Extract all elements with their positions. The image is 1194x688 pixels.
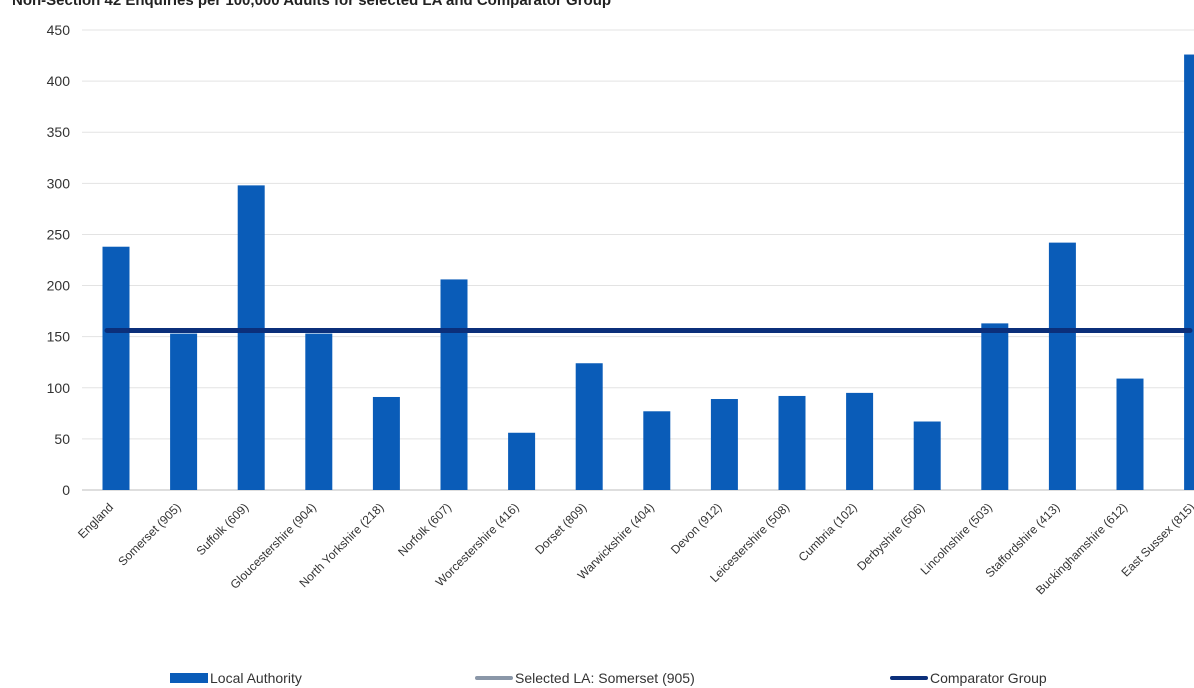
legend-item-local-authority: Local Authority xyxy=(170,668,302,688)
y-tick-label-450: 450 xyxy=(47,22,71,38)
legend-swatch-local-authority xyxy=(170,673,208,683)
bar-13 xyxy=(981,323,1009,490)
legend-label-local-authority: Local Authority xyxy=(210,670,302,686)
bar-chart: 0 50 100 150 200 250 300 350 400 450 England Somer… xyxy=(47,22,1194,597)
gridlines xyxy=(82,29,1194,491)
y-tick-label-300: 300 xyxy=(47,175,71,191)
bar-4 xyxy=(372,396,400,490)
x-tick-label-14: Staffordshire (413) xyxy=(982,500,1062,580)
bar-11 xyxy=(846,392,874,490)
legend-label-selected-la: Selected LA: Somerset (905) xyxy=(515,670,695,686)
y-tick-label-100: 100 xyxy=(47,380,71,396)
x-tick-label-9: Devon (912) xyxy=(668,500,725,557)
x-tick-label-8: Warwickshire (404) xyxy=(575,500,657,582)
legend-item-comparator-group: Comparator Group xyxy=(890,668,1047,688)
legend-label-comparator-group: Comparator Group xyxy=(930,670,1047,686)
y-tick-label-250: 250 xyxy=(47,226,71,242)
legend-swatch-selected-la xyxy=(475,676,513,680)
y-tick-label-350: 350 xyxy=(47,124,71,140)
x-tick-label-11: Cumbria (102) xyxy=(796,500,860,564)
legend-item-selected-la: Selected LA: Somerset (905) xyxy=(475,668,695,688)
y-tick-label-200: 200 xyxy=(47,278,71,294)
bar-3 xyxy=(305,333,333,490)
x-tick-label-16: East Sussex (815) xyxy=(1118,500,1194,579)
x-tick-label-2: Suffolk (609) xyxy=(193,500,251,558)
y-tick-label-150: 150 xyxy=(47,329,71,345)
bar-1 xyxy=(170,333,198,490)
bar-7 xyxy=(575,363,603,490)
bar-2 xyxy=(237,185,265,490)
legend: Local Authority Selected LA: Somerset (9… xyxy=(0,668,1194,688)
legend-swatch-comparator-group xyxy=(890,676,928,680)
bar-0 xyxy=(102,246,130,490)
x-tick-label-5: Norfolk (607) xyxy=(395,500,454,559)
bar-8 xyxy=(643,411,671,490)
y-axis-ticks: 0 50 100 150 200 250 300 350 400 450 xyxy=(47,22,71,498)
bar-9 xyxy=(710,399,738,490)
x-axis-ticks: England Somerset (905) Suffolk (609)Glouce… xyxy=(75,500,1194,597)
x-tick-label-13: Lincolnshire (503) xyxy=(918,500,995,577)
bar-5 xyxy=(440,279,468,490)
x-tick-label-1: Somerset (905) xyxy=(115,500,183,568)
bar-6 xyxy=(508,432,536,490)
bar-15 xyxy=(1116,378,1144,490)
x-tick-label-7: Dorset (809) xyxy=(532,500,589,557)
x-tick-label-0: England xyxy=(75,500,116,541)
bar-14 xyxy=(1048,242,1076,490)
y-tick-label-50: 50 xyxy=(54,431,70,447)
bar-12 xyxy=(913,421,941,490)
y-tick-label-0: 0 xyxy=(62,482,70,498)
y-tick-label-400: 400 xyxy=(47,73,71,89)
bar-series xyxy=(102,54,1194,491)
chart-title: Non-Section 42 Enquiries per 100,000 Adu… xyxy=(12,0,612,9)
x-tick-label-12: Derbyshire (506) xyxy=(854,500,927,573)
bar-16 xyxy=(1184,54,1194,491)
bar-10 xyxy=(778,395,806,490)
